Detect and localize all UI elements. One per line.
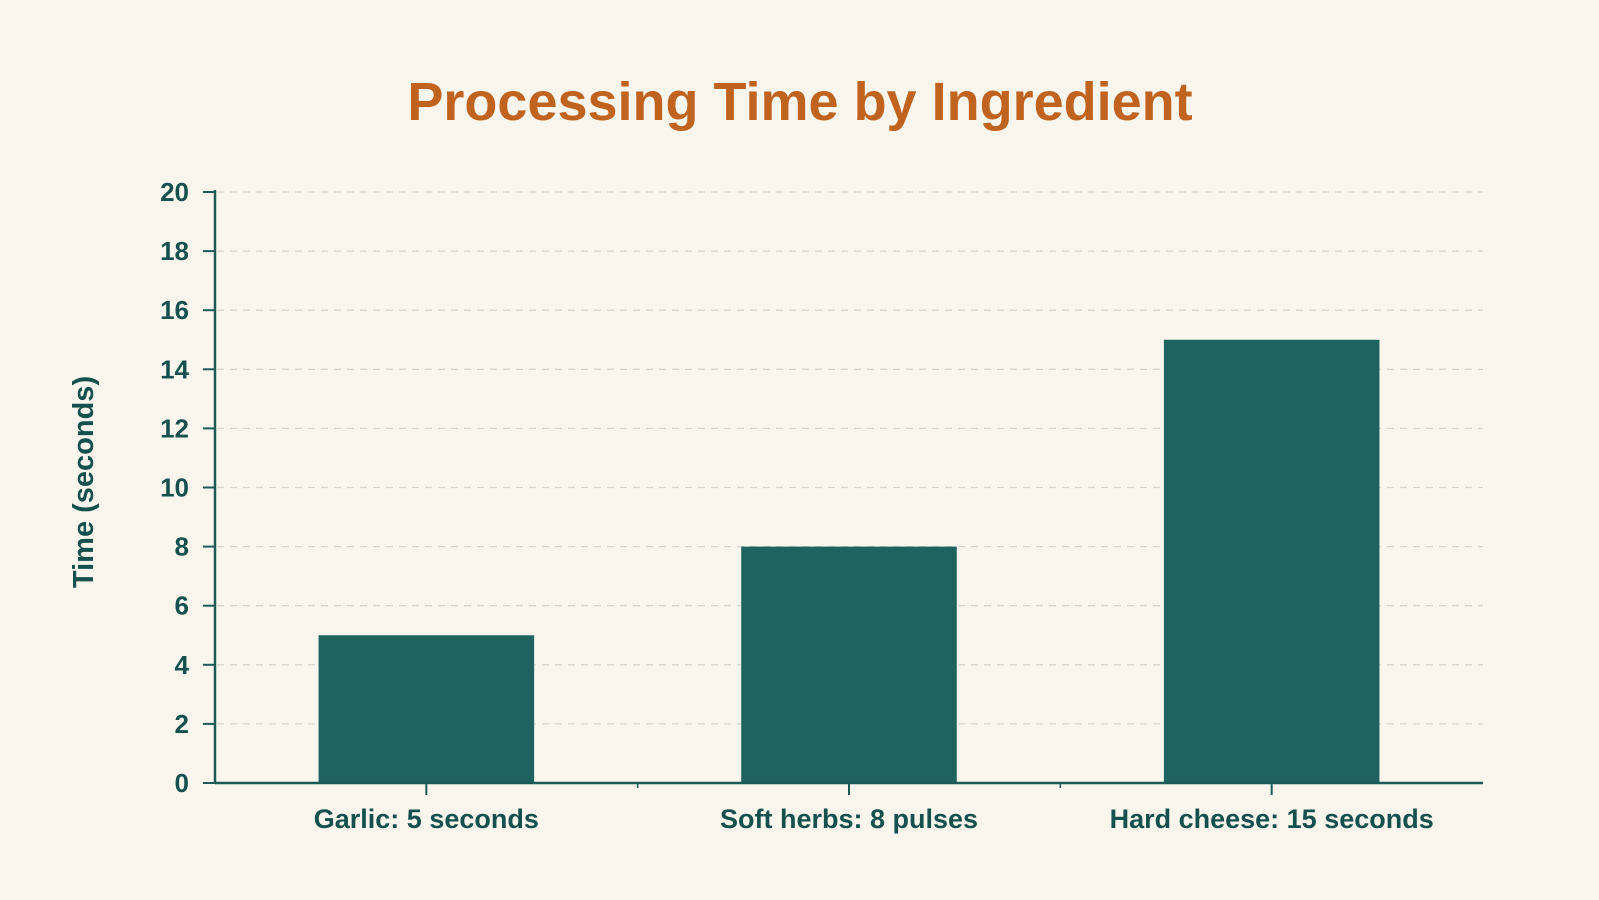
x-category-label: Hard cheese: 15 seconds — [1110, 804, 1434, 834]
x-category-labels: Garlic: 5 seconds Soft herbs: 8 pulses Har… — [314, 804, 1434, 834]
y-tick-label: 12 — [160, 413, 189, 443]
y-tick-label: 6 — [175, 591, 189, 621]
y-tick-label: 4 — [175, 650, 190, 680]
bars — [318, 339, 1380, 783]
y-tick-label: 2 — [175, 709, 189, 739]
bar — [1163, 339, 1380, 783]
x-category-label: Soft herbs: 8 pulses — [720, 804, 978, 834]
x-category-label: Garlic: 5 seconds — [314, 804, 539, 834]
chart-title: Processing Time by Ingredient — [407, 72, 1192, 132]
y-tick-label: 20 — [160, 177, 189, 207]
y-tick-label: 18 — [160, 236, 189, 266]
y-tick-label: 10 — [160, 473, 189, 503]
y-tick-label: 16 — [160, 295, 189, 325]
y-axis-title: Time (seconds) — [68, 376, 100, 588]
bar — [741, 546, 957, 783]
y-tick-label: 14 — [160, 354, 189, 384]
y-tick-labels: 0 2 4 6 8 10 12 14 16 18 20 — [160, 177, 189, 798]
bar — [318, 635, 535, 783]
axes — [203, 190, 1483, 795]
y-tick-label: 8 — [175, 532, 189, 562]
y-tick-label: 0 — [175, 768, 189, 798]
